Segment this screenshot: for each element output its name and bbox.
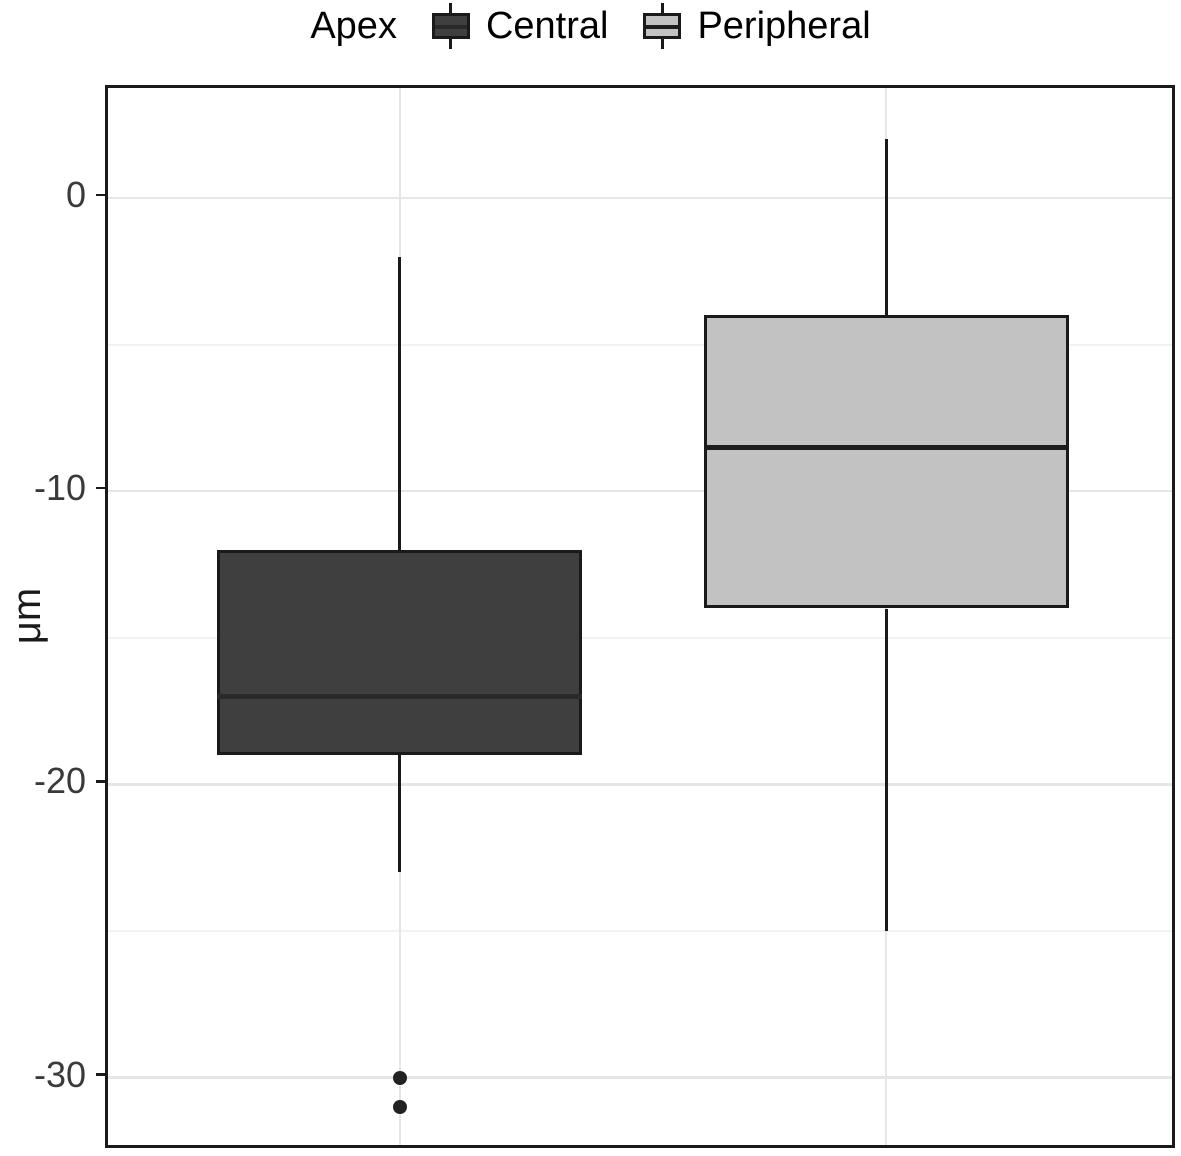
y-axis-tick-label: -20 xyxy=(33,760,86,802)
median-line-central xyxy=(217,693,583,699)
y-axis-tick xyxy=(96,486,105,490)
whisker-upper-central xyxy=(398,256,402,550)
y-axis-tick xyxy=(96,1073,105,1076)
median-line-peripheral xyxy=(703,444,1069,450)
outlier-point-central xyxy=(392,1070,407,1085)
key-median-line xyxy=(434,25,467,29)
y-axis-title: μm xyxy=(5,587,49,645)
box-central xyxy=(217,549,583,756)
y-axis-tick xyxy=(96,193,105,197)
outlier-point-central xyxy=(392,1100,407,1114)
whisker-lower-central xyxy=(398,755,402,873)
key-box xyxy=(431,13,470,39)
y-axis-tick-label: -10 xyxy=(33,467,86,509)
gridline-major xyxy=(108,783,1172,786)
box-peripheral xyxy=(703,315,1069,609)
whisker-upper-peripheral xyxy=(884,139,888,316)
gridline-minor xyxy=(108,930,1172,933)
gridline-minor xyxy=(108,636,1172,639)
legend-item-peripheral: Peripheral xyxy=(642,2,871,50)
legend: Apex Central Peripheral xyxy=(0,0,1181,52)
gridline-major xyxy=(108,196,1172,200)
y-axis-tick xyxy=(96,780,105,783)
gridline-minor xyxy=(108,343,1172,346)
gridline-major xyxy=(108,489,1172,493)
y-axis-tick-label: -30 xyxy=(33,1053,86,1095)
key-box xyxy=(643,13,682,39)
y-axis-tick-label: 0 xyxy=(65,173,86,215)
whisker-lower-peripheral xyxy=(884,608,888,932)
gridline-major xyxy=(108,1076,1172,1079)
plot-panel xyxy=(105,85,1175,1148)
legend-label-central: Central xyxy=(485,4,609,47)
boxplot-key-icon xyxy=(642,2,682,50)
key-median-line xyxy=(646,25,679,29)
legend-title: Apex xyxy=(310,4,397,47)
boxplot-key-icon xyxy=(431,2,471,50)
legend-label-peripheral: Peripheral xyxy=(697,4,871,47)
legend-item-central: Central xyxy=(431,2,609,50)
